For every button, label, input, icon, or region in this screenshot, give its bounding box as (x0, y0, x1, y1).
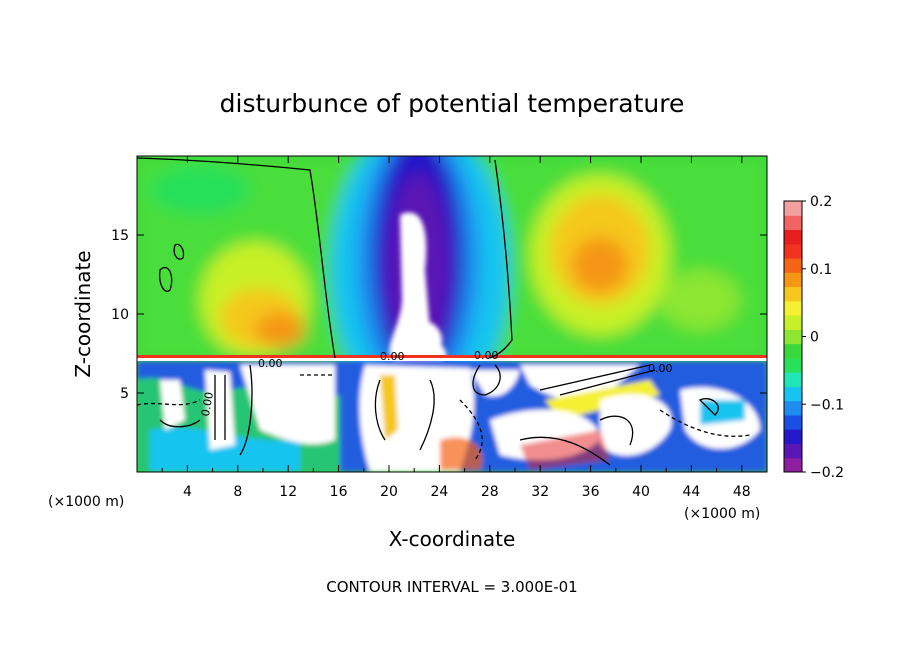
x-tick-label: 32 (531, 484, 549, 500)
colorbar-tick-label: −0.2 (810, 465, 844, 481)
y-axis-label: Z-coordinate (71, 250, 95, 377)
colorbar-swatch (784, 201, 802, 216)
contour-interval-note: CONTOUR INTERVAL = 3.000E-01 (326, 578, 577, 596)
colorbar-swatch (784, 414, 802, 430)
x-tick-label: 12 (279, 484, 297, 500)
colorbar-swatch (784, 343, 802, 359)
x-tick-label: 36 (582, 484, 600, 500)
colorbar-swatch (784, 372, 802, 387)
colorbar-tick-label: 0.2 (810, 194, 832, 210)
colorbar-swatch (784, 243, 802, 259)
colorbar-swatch (784, 258, 802, 273)
x-tick-label: 24 (430, 484, 448, 500)
colorbar-tick-label: 0.1 (810, 262, 832, 278)
contour-label: 0.00 (474, 349, 499, 362)
contour-label: 0.00 (380, 350, 405, 363)
contour-label: 0.00 (648, 362, 673, 375)
contour-lines (137, 157, 751, 466)
x-tick-label: 28 (481, 484, 499, 500)
x-tick-label: 40 (632, 484, 650, 500)
x-tick-label: 44 (682, 484, 700, 500)
colorbar-swatch (784, 443, 802, 459)
colorbar-swatch (784, 386, 802, 402)
x-tick-label: 16 (330, 484, 348, 500)
colorbar-tick-label: −0.1 (810, 397, 844, 413)
contour-label-group: 0.00 0.00 0.00 0.00 0.00 (199, 349, 673, 417)
colorbar-swatch (784, 215, 802, 231)
contour-label: 0.00 (199, 391, 216, 417)
colorbar-swatch (784, 229, 802, 245)
x-unit-right: (×1000 m) (684, 506, 760, 522)
colorbar-swatch (784, 286, 802, 302)
colorbar-swatch (784, 429, 802, 444)
colorbar-swatch (784, 272, 802, 288)
y-tick-label: 15 (111, 228, 129, 244)
x-tick-label: 20 (380, 484, 398, 500)
colorbar-swatch (784, 329, 802, 345)
x-tick-label: 4 (183, 484, 192, 500)
x-tick-label: 48 (733, 484, 751, 500)
y-tick-label: 10 (111, 307, 129, 323)
y-tick-label: 5 (120, 386, 129, 402)
colorbar-swatch (784, 457, 802, 473)
colorbar-tick-label: 0 (810, 330, 819, 346)
colorbar-swatch (784, 315, 802, 330)
colorbar-swatch (784, 300, 802, 316)
contour-label: 0.00 (258, 357, 283, 370)
x-tick-label: 8 (233, 484, 242, 500)
colorbar-swatch (784, 400, 802, 416)
x-unit-left: (×1000 m) (48, 494, 124, 510)
colorbar: 0.2 0.1 0 −0.1 −0.2 (783, 194, 844, 481)
chart-title: disturbunce of potential temperature (220, 89, 685, 118)
colorbar-swatch (784, 357, 802, 373)
x-axis-label: X-coordinate (389, 527, 516, 551)
heatmap-field (137, 156, 767, 472)
